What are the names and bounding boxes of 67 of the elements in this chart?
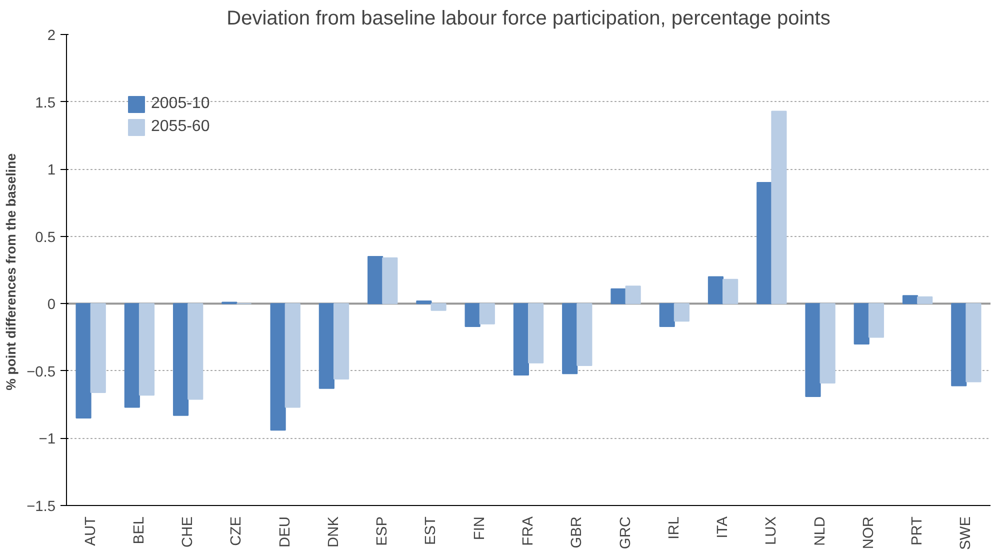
x-tick-label: FRA [520, 516, 536, 546]
y-tick-label: 0.5 [35, 230, 56, 246]
x-tick-label: ITA [715, 516, 732, 538]
x-tick-label: AUT [82, 516, 99, 546]
bar [805, 303, 821, 397]
x-tick-label: CHE [180, 516, 196, 548]
bar [674, 303, 690, 322]
y-tick-label: −0.5 [26, 364, 56, 380]
bar [188, 303, 204, 400]
bar [708, 276, 724, 304]
y-axis-title: % point differences from the baseline [4, 153, 19, 390]
bar [333, 303, 350, 380]
x-tick-label: PRT [910, 516, 926, 546]
bar [382, 257, 398, 304]
bar [722, 278, 738, 304]
x-tick-label: CZE [228, 516, 245, 546]
y-tick-label: 0 [47, 297, 56, 314]
bar [124, 303, 140, 408]
bar [464, 303, 480, 328]
x-tick-label: EST [423, 516, 440, 546]
bar [513, 303, 529, 376]
bar [368, 256, 384, 304]
x-tick-label: NOR [860, 516, 877, 550]
bar [284, 303, 300, 408]
bar [917, 296, 933, 304]
chart-title: Deviation from baseline labour force participation, percentage points [226, 8, 830, 30]
x-tick-label: DEU [277, 516, 294, 548]
bar [430, 303, 446, 311]
y-tick-label: −1 [38, 432, 56, 448]
legend-label: 2005-10 [151, 95, 210, 113]
x-tick-label: IRL [666, 516, 682, 540]
bar [270, 303, 286, 431]
bar [854, 303, 870, 345]
bar [610, 288, 626, 304]
x-tick-label: DNK [326, 516, 342, 548]
x-tick-label: GRC [618, 516, 634, 550]
bar [416, 300, 432, 304]
x-tick-label: ESP [374, 516, 391, 546]
y-tick-label: −1.5 [26, 499, 56, 515]
x-tick-label: FIN [472, 516, 488, 540]
bar [868, 303, 884, 338]
bar [625, 286, 641, 304]
bar [771, 110, 787, 304]
bar [966, 303, 982, 382]
bar [756, 182, 772, 304]
x-tick-label: LUX [764, 516, 780, 546]
y-tick-label: 1.5 [35, 95, 56, 112]
bar [562, 303, 578, 374]
x-tick-label: GBR [569, 516, 586, 548]
bar [902, 295, 918, 304]
x-tick-label: SWE [958, 516, 974, 550]
bar [76, 303, 92, 419]
y-tick-label: 1 [47, 162, 56, 179]
bar [820, 303, 836, 384]
y-tick-label: 2 [47, 28, 56, 44]
bar [479, 303, 495, 324]
bar [659, 303, 675, 328]
bar [951, 303, 967, 386]
bar [318, 303, 334, 389]
legend-label: 2055-60 [151, 118, 210, 136]
x-tick-label: NLD [812, 516, 828, 546]
bar [528, 303, 544, 364]
bar [138, 303, 155, 396]
x-tick-label: BEL [131, 516, 148, 544]
bar [172, 303, 189, 416]
bar [90, 303, 106, 393]
bar [576, 303, 592, 366]
